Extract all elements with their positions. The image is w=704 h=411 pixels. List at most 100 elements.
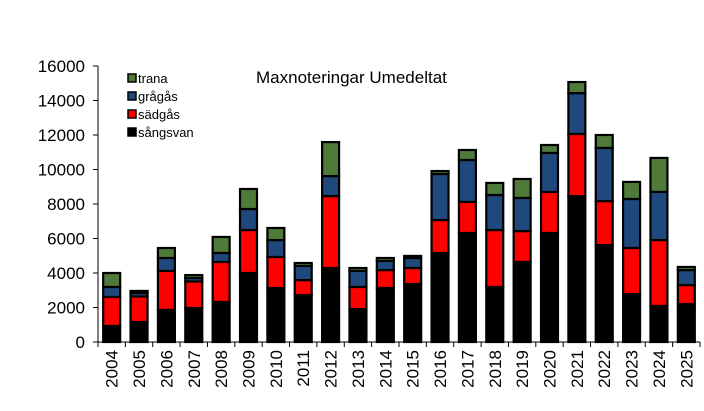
bar-segment-sädgås-2010 — [266, 255, 286, 290]
bar-stack-2021 — [567, 80, 587, 344]
bar-segment-trana-2018 — [485, 181, 505, 197]
bar-segment-trana-2020 — [539, 143, 560, 155]
y-tick-label: 4000 — [47, 264, 85, 283]
bar-stack-2004 — [102, 271, 122, 344]
bar-segment-sångsvan-2012 — [321, 266, 341, 344]
x-tick-label: 2015 — [404, 350, 423, 388]
bar-segment-trana-2006 — [156, 246, 176, 260]
bar-segment-sångsvan-2013 — [348, 307, 368, 344]
bar-segment-trana-2010 — [266, 226, 286, 242]
bar-segment-sångsvan-2023 — [622, 292, 642, 344]
y-tick-label: 16000 — [38, 57, 85, 76]
bar-segment-grågås-2024 — [649, 190, 669, 242]
legend-swatch — [127, 91, 137, 101]
chart-title: Maxnoteringar Umedeltat — [256, 68, 447, 87]
y-tick-label: 8000 — [47, 195, 85, 214]
bar-segment-grågås-2011 — [293, 264, 313, 282]
bar-segment-sångsvan-2024 — [649, 304, 669, 344]
x-tick-label: 2004 — [103, 350, 122, 388]
bar-segment-grågås-2025 — [676, 268, 696, 287]
bar-segment-sångsvan-2004 — [102, 324, 122, 344]
bar-segment-sångsvan-2007 — [184, 306, 204, 344]
bar-segment-grågås-2019 — [512, 196, 532, 233]
y-tick-label: 14000 — [38, 92, 85, 111]
bar-segment-trana-2008 — [211, 235, 231, 255]
bar-segment-sädgås-2013 — [348, 285, 368, 311]
bar-segment-sångsvan-2010 — [266, 286, 286, 344]
x-tick-label: 2016 — [431, 350, 450, 388]
y-tick-label: 12000 — [38, 126, 85, 145]
bar-segment-grågås-2018 — [485, 193, 505, 232]
bar-stack-2025 — [676, 265, 696, 344]
bar-segment-sädgås-2007 — [184, 280, 204, 310]
bars-layer — [102, 80, 696, 344]
bar-segment-sångsvan-2009 — [238, 271, 259, 344]
x-tick-label: 2008 — [212, 350, 231, 388]
bar-segment-trana-2004 — [102, 271, 122, 289]
x-ticks-layer: 2004 2005 2006 2007 2008 2009 2010 2011 2012 2013… — [97, 342, 701, 388]
bar-stack-2017 — [457, 148, 477, 344]
x-tick-label: 2022 — [595, 350, 614, 388]
bar-segment-sångsvan-2022 — [594, 243, 614, 344]
legend-label: grågås — [138, 89, 178, 104]
bar-segment-sångsvan-2017 — [457, 231, 477, 344]
bar-segment-sångsvan-2020 — [539, 231, 560, 344]
bar-segment-grågås-2020 — [539, 151, 560, 194]
bar-segment-grågås-2010 — [266, 238, 286, 259]
bar-segment-sädgås-2004 — [102, 295, 122, 328]
bar-segment-grågås-2014 — [375, 259, 395, 272]
x-tick-label: 2018 — [486, 350, 505, 388]
bar-segment-sädgås-2015 — [403, 266, 423, 286]
bar-stack-2012 — [321, 140, 341, 344]
bar-stack-2006 — [156, 246, 176, 344]
bar-segment-sångsvan-2016 — [430, 251, 450, 344]
bar-segment-grågås-2023 — [622, 197, 642, 250]
bar-segment-sädgås-2008 — [211, 260, 231, 304]
bar-stack-2013 — [348, 266, 368, 344]
y-tick-label: 2000 — [47, 299, 85, 318]
y-tick-label: 6000 — [47, 230, 85, 249]
bar-segment-sädgås-2017 — [457, 200, 477, 235]
bar-segment-trana-2017 — [457, 148, 477, 162]
x-tick-label: 2009 — [240, 350, 259, 388]
bar-stack-2009 — [238, 187, 259, 344]
bar-segment-trana-2012 — [321, 140, 341, 178]
bar-stack-2010 — [266, 226, 286, 344]
bar-stack-2018 — [485, 181, 505, 344]
legend-label: trana — [138, 71, 168, 86]
legend-label: sångsvan — [138, 125, 194, 140]
x-tick-label: 2020 — [541, 350, 560, 388]
bar-stack-2024 — [649, 156, 669, 344]
bar-stack-2020 — [539, 143, 560, 344]
bar-segment-sädgås-2011 — [293, 278, 313, 297]
bar-segment-sädgås-2014 — [375, 268, 395, 290]
bar-segment-trana-2022 — [594, 133, 614, 150]
legend-item-sädgås: sädgås — [127, 107, 180, 122]
x-tick-label: 2005 — [130, 350, 149, 388]
legend-item-grågås: grågås — [127, 89, 178, 104]
x-tick-label: 2013 — [349, 350, 368, 388]
y-tick-label: 0 — [76, 333, 85, 352]
x-tick-label: 2010 — [267, 350, 286, 388]
bar-segment-sädgås-2025 — [676, 283, 696, 306]
bar-segment-sångsvan-2005 — [129, 320, 149, 344]
bar-segment-sångsvan-2021 — [567, 194, 587, 344]
legend-swatch — [127, 73, 137, 83]
bar-segment-grågås-2006 — [156, 256, 176, 273]
legend-label: sädgås — [138, 107, 180, 122]
bar-segment-grågås-2012 — [321, 174, 341, 198]
bar-segment-sädgås-2012 — [321, 194, 341, 270]
x-tick-label: 2021 — [568, 350, 587, 388]
bar-segment-sädgås-2024 — [649, 238, 669, 308]
bar-segment-sångsvan-2006 — [156, 308, 176, 344]
x-tick-label: 2006 — [157, 350, 176, 388]
bar-segment-trana-2007 — [184, 273, 204, 280]
bar-segment-sångsvan-2018 — [485, 285, 505, 344]
x-tick-label: 2012 — [322, 350, 341, 388]
bar-segment-sångsvan-2015 — [403, 282, 423, 344]
bar-stack-2022 — [594, 133, 614, 344]
x-tick-label: 2024 — [650, 350, 669, 388]
bar-segment-trana-2023 — [622, 180, 642, 201]
bar-segment-grågås-2013 — [348, 269, 368, 289]
